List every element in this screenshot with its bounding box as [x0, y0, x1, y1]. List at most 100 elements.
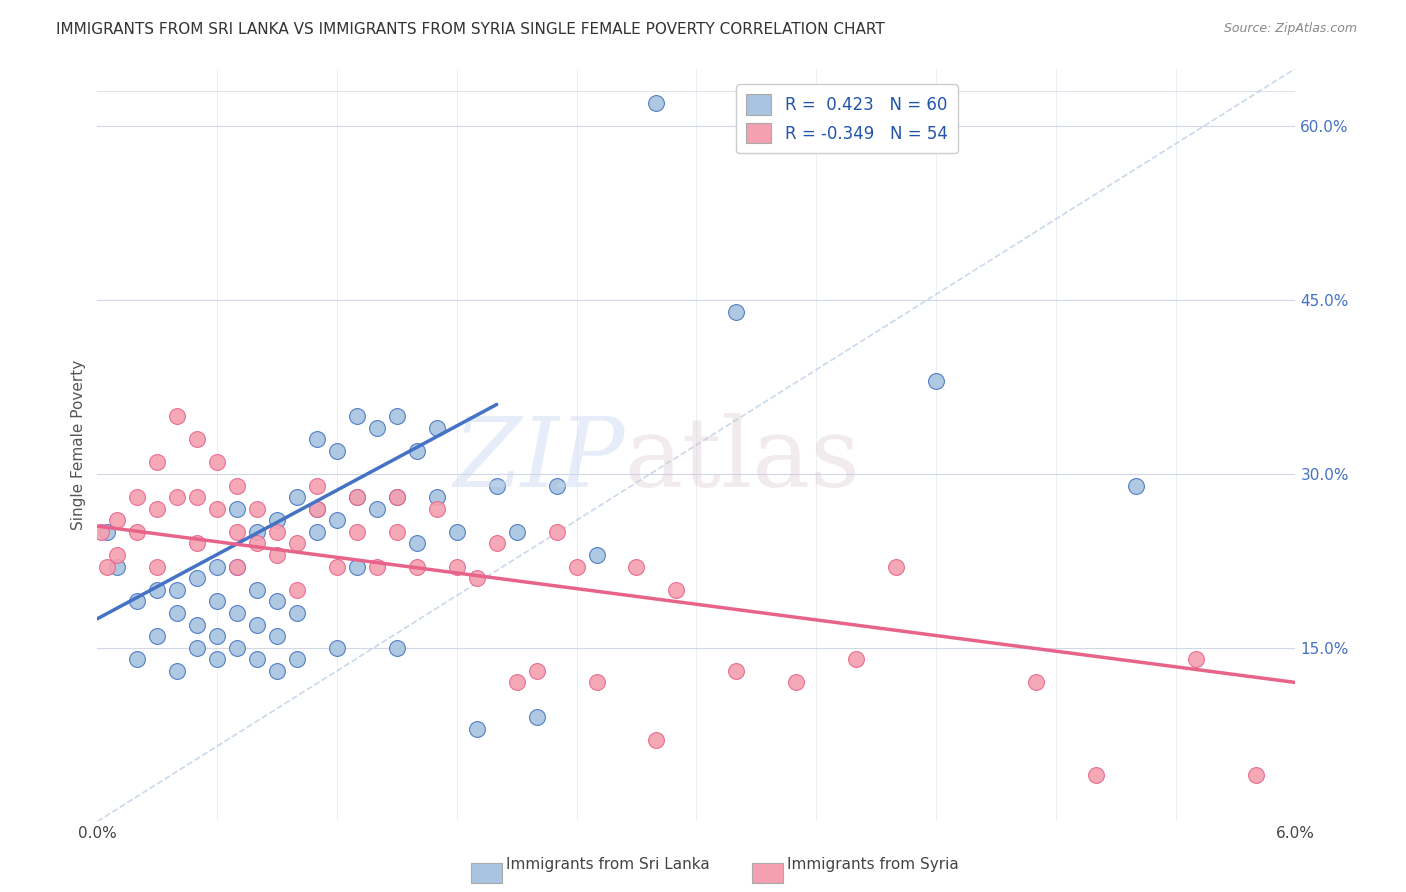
Text: ZIP: ZIP: [453, 413, 624, 507]
Point: [845, 652, 868, 666]
Point: [226, 606, 249, 620]
Point: [465, 722, 488, 736]
Point: [226, 559, 249, 574]
Point: [285, 536, 308, 550]
Point: [266, 548, 288, 562]
Point: [246, 652, 269, 666]
Legend: R =  0.423   N = 60, R = -0.349   N = 54: R = 0.423 N = 60, R = -0.349 N = 54: [737, 85, 957, 153]
Point: [285, 652, 308, 666]
Point: [305, 432, 328, 446]
Point: [884, 559, 907, 574]
Point: [146, 559, 169, 574]
Point: [626, 559, 648, 574]
Point: [485, 536, 508, 550]
Point: [166, 606, 188, 620]
Point: [385, 409, 408, 423]
Point: [285, 490, 308, 504]
Point: [366, 559, 388, 574]
Point: [385, 524, 408, 539]
Point: [266, 629, 288, 643]
Point: [205, 455, 228, 469]
Point: [105, 513, 128, 527]
Point: [426, 501, 449, 516]
Point: [146, 629, 169, 643]
Point: [186, 571, 208, 585]
Point: [346, 490, 368, 504]
Text: Source: ZipAtlas.com: Source: ZipAtlas.com: [1223, 22, 1357, 36]
Point: [246, 536, 269, 550]
Point: [405, 559, 427, 574]
Point: [285, 606, 308, 620]
Point: [246, 582, 269, 597]
Point: [305, 501, 328, 516]
Point: [526, 664, 548, 678]
Point: [565, 559, 588, 574]
Point: [346, 524, 368, 539]
Point: [305, 478, 328, 492]
Point: [166, 409, 188, 423]
Point: [127, 490, 149, 504]
Point: [326, 640, 349, 655]
Point: [186, 640, 208, 655]
Point: [346, 490, 368, 504]
Point: [305, 501, 328, 516]
Point: [226, 501, 249, 516]
Point: [266, 524, 288, 539]
Text: Immigrants from Syria: Immigrants from Syria: [787, 857, 959, 872]
Text: atlas: atlas: [624, 413, 860, 507]
Point: [266, 594, 288, 608]
Point: [1025, 675, 1047, 690]
Point: [426, 490, 449, 504]
Point: [146, 501, 169, 516]
Point: [725, 305, 748, 319]
Point: [505, 675, 527, 690]
Point: [266, 664, 288, 678]
Y-axis label: Single Female Poverty: Single Female Poverty: [72, 359, 86, 530]
Point: [166, 664, 188, 678]
Point: [105, 548, 128, 562]
Point: [465, 571, 488, 585]
Point: [186, 490, 208, 504]
Point: [446, 559, 468, 574]
Point: [127, 524, 149, 539]
Point: [305, 524, 328, 539]
Point: [246, 524, 269, 539]
Point: [385, 490, 408, 504]
Point: [665, 582, 688, 597]
Point: [146, 582, 169, 597]
Point: [785, 675, 807, 690]
Point: [105, 559, 128, 574]
Point: [645, 733, 668, 747]
Text: Immigrants from Sri Lanka: Immigrants from Sri Lanka: [506, 857, 710, 872]
Point: [186, 432, 208, 446]
Point: [186, 617, 208, 632]
Point: [426, 420, 449, 434]
Point: [546, 478, 568, 492]
Point: [366, 501, 388, 516]
Point: [127, 594, 149, 608]
Point: [205, 652, 228, 666]
Point: [205, 629, 228, 643]
Point: [526, 710, 548, 724]
Point: [346, 409, 368, 423]
Point: [326, 443, 349, 458]
Point: [645, 96, 668, 111]
Point: [585, 548, 607, 562]
Point: [266, 513, 288, 527]
Point: [246, 617, 269, 632]
Text: IMMIGRANTS FROM SRI LANKA VS IMMIGRANTS FROM SYRIA SINGLE FEMALE POVERTY CORRELA: IMMIGRANTS FROM SRI LANKA VS IMMIGRANTS …: [56, 22, 884, 37]
Point: [146, 455, 169, 469]
Point: [205, 594, 228, 608]
Point: [186, 536, 208, 550]
Point: [925, 374, 948, 388]
Point: [405, 443, 427, 458]
Point: [326, 559, 349, 574]
Point: [385, 490, 408, 504]
Point: [1244, 768, 1267, 782]
Point: [166, 490, 188, 504]
Point: [546, 524, 568, 539]
Point: [1125, 478, 1147, 492]
Point: [285, 582, 308, 597]
Point: [725, 664, 748, 678]
Point: [1084, 768, 1107, 782]
